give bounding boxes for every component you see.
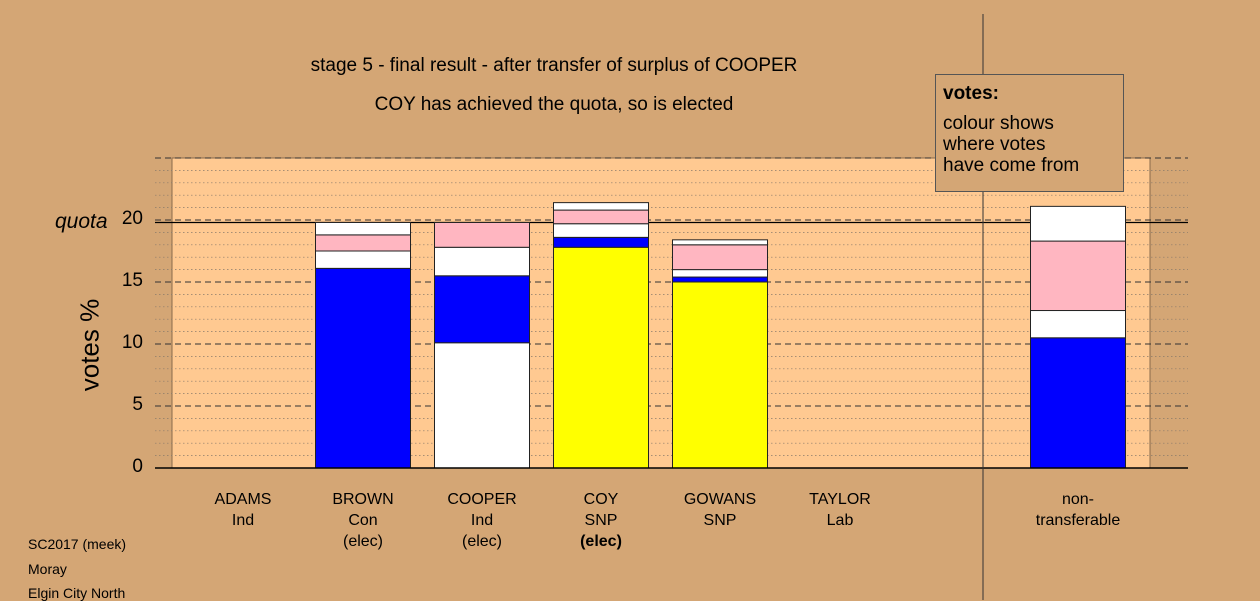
category-label-line: (elec) bbox=[580, 533, 622, 550]
chart-subtitle: COY has achieved the quota, so is electe… bbox=[374, 94, 734, 115]
category-label: COY SNP (elec) bbox=[541, 489, 661, 552]
category-label-line: GOWANS bbox=[683, 491, 757, 508]
chart-title: stage 5 - final result - after transfer … bbox=[310, 55, 798, 76]
bar-segment bbox=[1030, 205, 1126, 242]
category-label-line: SNP bbox=[584, 512, 618, 529]
category-label-line: transferable bbox=[1035, 512, 1121, 529]
category-label-line: COOPER bbox=[447, 491, 517, 508]
bar-stack bbox=[672, 239, 768, 469]
y-tick-label: 5 bbox=[132, 394, 143, 415]
bar-segment bbox=[315, 221, 411, 236]
category-label-line: Lab bbox=[826, 512, 854, 529]
legend-line: have come from bbox=[943, 155, 1080, 176]
y-axis-label: votes % bbox=[74, 298, 105, 392]
category-label: GOWANS SNP bbox=[660, 489, 780, 531]
category-label-line: Ind bbox=[231, 512, 255, 529]
legend-line: where votes bbox=[943, 134, 1046, 155]
bars bbox=[315, 202, 1126, 469]
bar-segment bbox=[553, 236, 649, 248]
legend-line: colour shows bbox=[943, 113, 1054, 134]
bar-segment bbox=[672, 281, 768, 469]
bar-stack bbox=[434, 221, 530, 469]
footer-ward: Elgin City North bbox=[28, 585, 126, 601]
category-label-line: SNP bbox=[703, 512, 737, 529]
bar-segment bbox=[553, 223, 649, 238]
bar-segment bbox=[434, 342, 530, 469]
bar-segment bbox=[553, 209, 649, 225]
bar-stack bbox=[315, 221, 411, 469]
bar-segment bbox=[672, 244, 768, 271]
bar-segment bbox=[434, 275, 530, 344]
bar-segment bbox=[672, 276, 768, 283]
bar-segment bbox=[672, 239, 768, 246]
y-tick-label: 15 bbox=[121, 270, 143, 291]
category-label-line: non- bbox=[1061, 491, 1095, 508]
bar-segment bbox=[1030, 240, 1126, 312]
y-tick-label: 0 bbox=[132, 456, 143, 477]
y-tick-label: 20 bbox=[121, 208, 143, 229]
bar-segment bbox=[434, 246, 530, 277]
bar-segment bbox=[553, 202, 649, 211]
legend: votes: colour shows where votes have com… bbox=[935, 74, 1124, 192]
bar-segment bbox=[1030, 310, 1126, 339]
category-label-line: ADAMS bbox=[214, 491, 272, 508]
bar-segment bbox=[553, 246, 649, 469]
bar-segment bbox=[315, 267, 411, 469]
category-label: TAYLOR Lab bbox=[780, 489, 900, 531]
bar-segment bbox=[672, 269, 768, 278]
category-label-line: BROWN bbox=[332, 491, 394, 508]
legend-heading: votes: bbox=[943, 83, 999, 104]
category-label-line: (elec) bbox=[342, 533, 383, 550]
bar-stack bbox=[1030, 205, 1126, 469]
category-label-line: (elec) bbox=[461, 533, 502, 550]
footer-council: Moray bbox=[28, 561, 67, 577]
footer-scheme: SC2017 (meek) bbox=[28, 536, 127, 552]
category-label-line: Ind bbox=[470, 512, 494, 529]
category-label: BROWN Con (elec) bbox=[303, 489, 423, 552]
category-label: COOPER Ind (elec) bbox=[422, 489, 542, 552]
bar-segment bbox=[315, 250, 411, 269]
bar-segment bbox=[315, 234, 411, 252]
bar-segment bbox=[434, 221, 530, 248]
category-label-line: Con bbox=[348, 512, 378, 529]
bar-segment bbox=[1030, 337, 1126, 469]
bar-stack bbox=[553, 202, 649, 469]
category-label: ADAMS Ind bbox=[183, 489, 303, 531]
y-tick-label: 10 bbox=[121, 332, 143, 353]
category-label: non-transferable bbox=[1018, 489, 1138, 531]
category-label-line: COY bbox=[583, 491, 619, 508]
quota-label: quota bbox=[55, 210, 108, 233]
category-label-line: TAYLOR bbox=[809, 491, 871, 508]
